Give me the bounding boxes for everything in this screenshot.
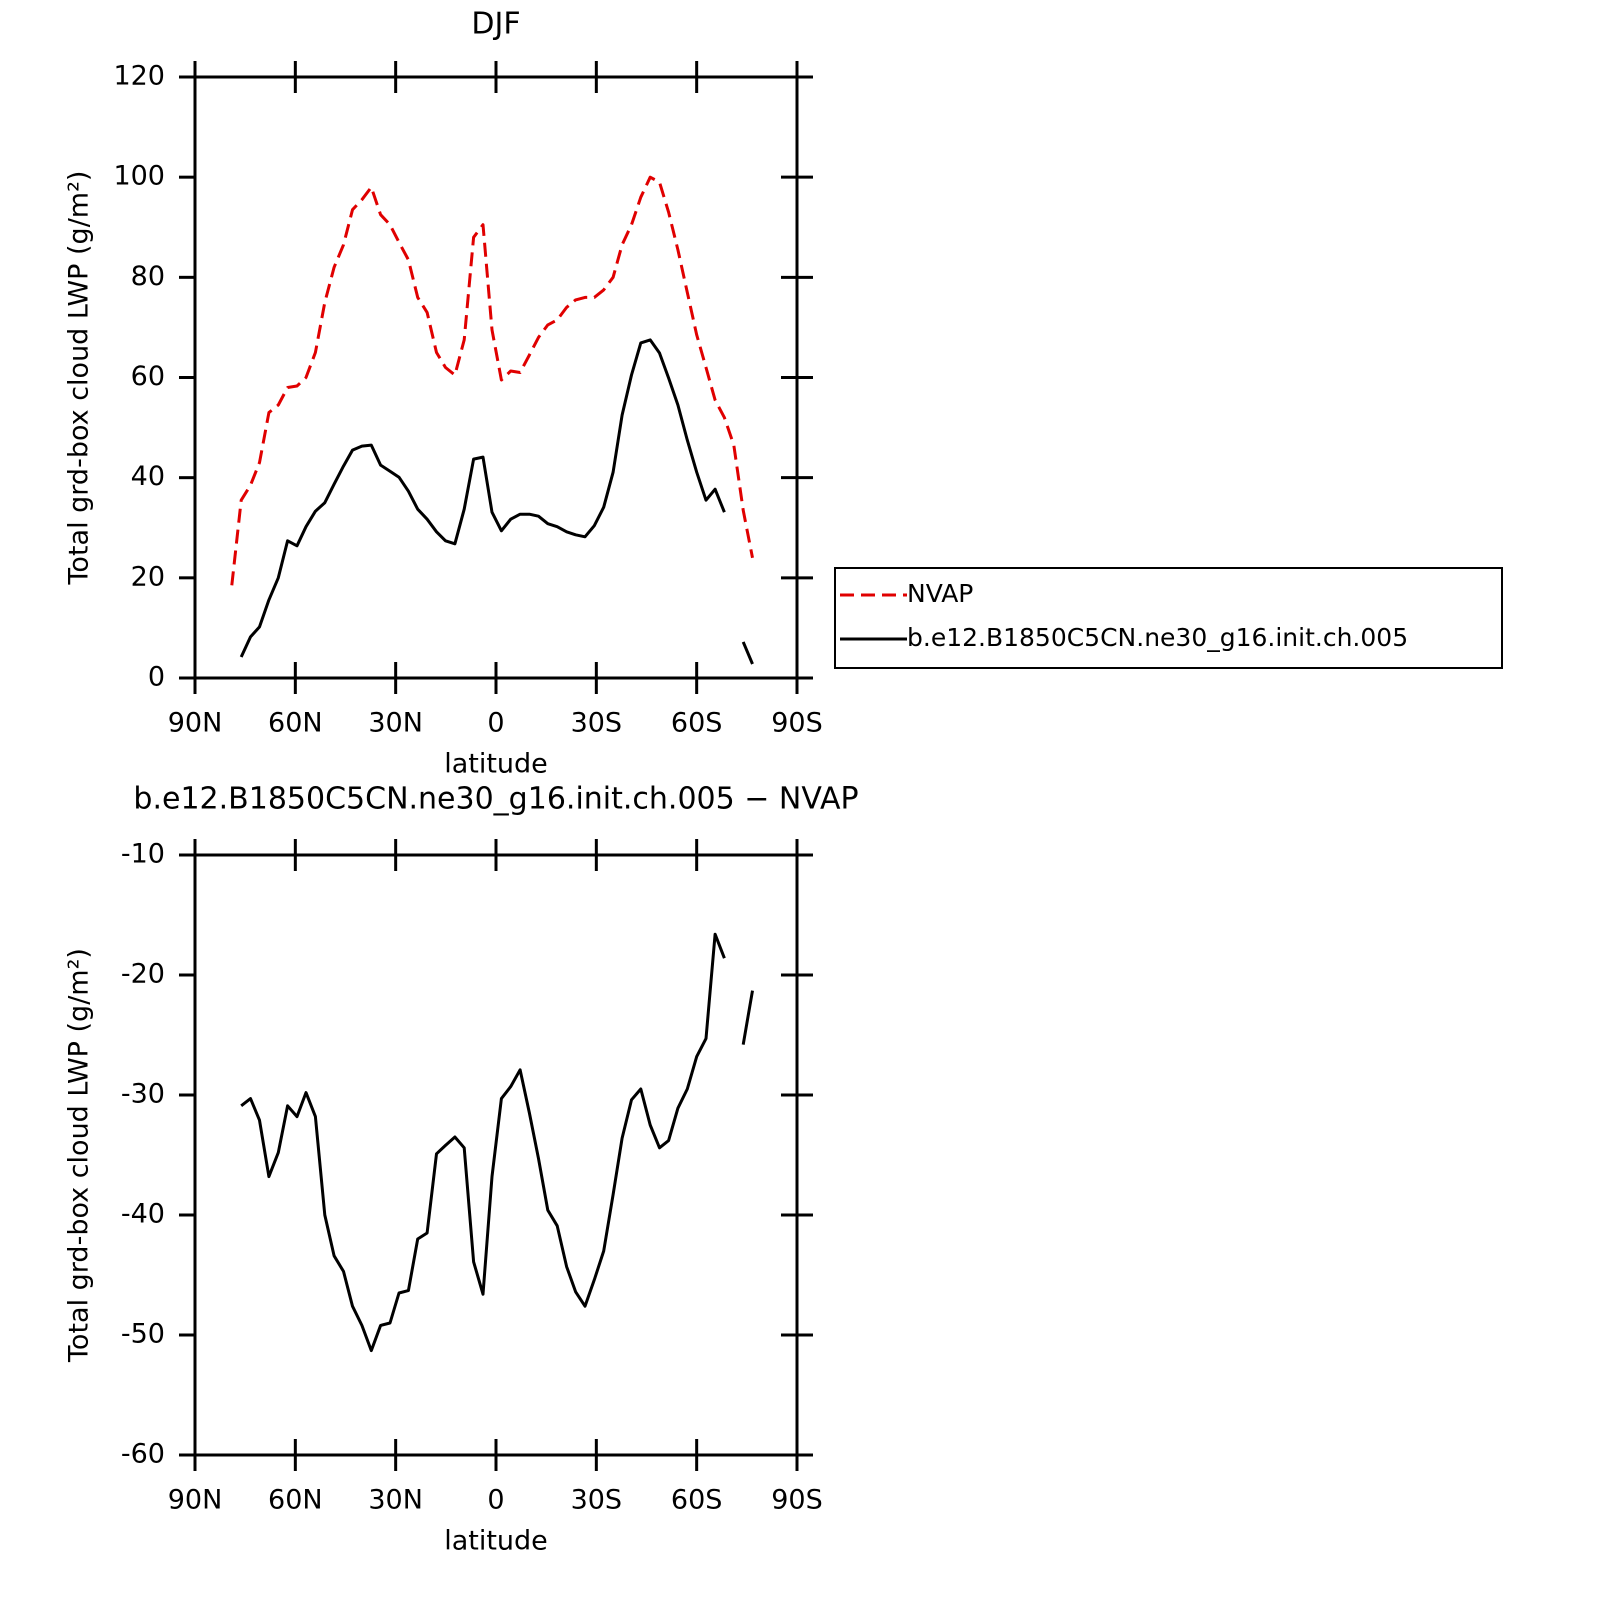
x-tick-label: 60S (671, 708, 723, 739)
x-tick-label: 30S (571, 708, 623, 739)
x-tick-label: 90N (168, 708, 223, 739)
y-tick-label: -50 (121, 1319, 165, 1350)
y-tick-label: 120 (113, 61, 165, 92)
x-tick-label: 60S (671, 1485, 723, 1516)
x-axis-label: latitude (444, 1526, 548, 1557)
y-tick-label: 20 (131, 561, 165, 592)
legend-label: NVAP (907, 579, 973, 608)
chart-title: DJF (471, 7, 520, 42)
y-tick-label: 80 (131, 261, 165, 292)
x-tick-label: 90N (168, 1485, 223, 1516)
y-tick-label: -60 (121, 1439, 165, 1470)
x-tick-label: 0 (487, 708, 504, 739)
x-tick-label: 90S (771, 708, 823, 739)
plot-frame (193, 75, 799, 680)
y-tick-label: -40 (121, 1199, 165, 1230)
data-line (240, 932, 754, 1353)
x-tick-label: 60N (268, 1485, 323, 1516)
y-tick-label: -20 (121, 959, 165, 990)
data-line (239, 338, 754, 665)
x-tick-label: 30N (368, 708, 423, 739)
chart-title: b.e12.B1850C5CN.ne30_g16.init.ch.005 − N… (133, 782, 858, 817)
y-tick-label: 60 (131, 361, 165, 392)
x-axis-label: latitude (444, 749, 548, 780)
y-axis-label: Total grd-box cloud LWP (g/m²) (64, 171, 95, 586)
data-line (230, 175, 754, 586)
y-tick-label: 40 (131, 461, 165, 492)
legend-box (834, 567, 1503, 669)
y-tick-label: 100 (113, 161, 165, 192)
y-tick-label: -10 (121, 839, 165, 870)
x-tick-label: 90S (771, 1485, 823, 1516)
legend-label: b.e12.B1850C5CN.ne30_g16.init.ch.005 (907, 623, 1408, 652)
y-axis-label: Total grd-box cloud LWP (g/m²) (64, 948, 95, 1363)
x-tick-label: 30S (571, 1485, 623, 1516)
x-tick-label: 30N (368, 1485, 423, 1516)
y-tick-label: 0 (148, 662, 165, 693)
x-tick-label: 60N (268, 708, 323, 739)
x-tick-label: 0 (487, 1485, 504, 1516)
y-tick-label: -30 (121, 1079, 165, 1110)
